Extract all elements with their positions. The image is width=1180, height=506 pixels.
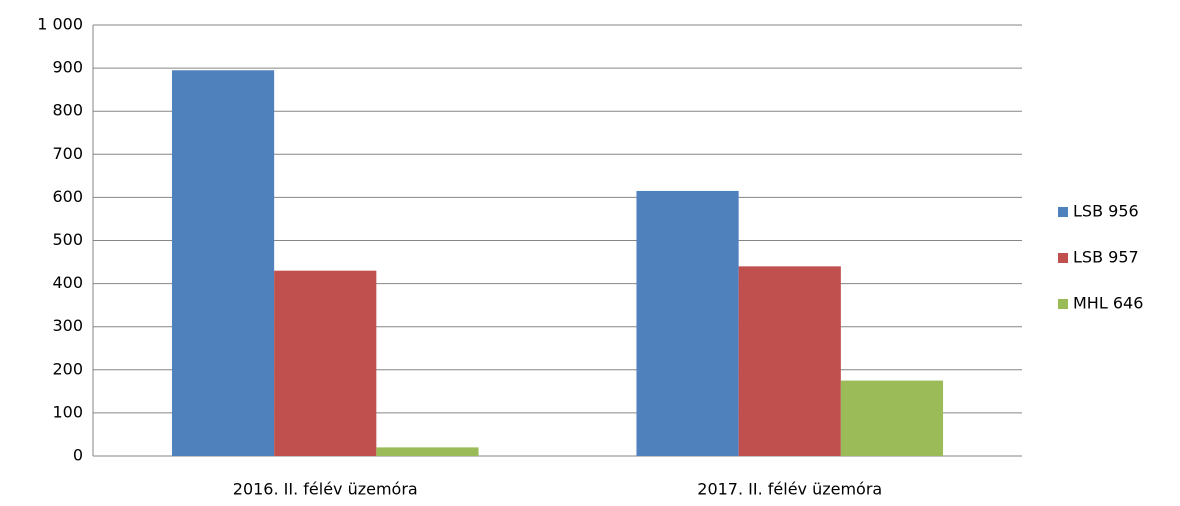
bar <box>636 190 739 456</box>
bar <box>171 70 275 456</box>
bar <box>274 270 377 456</box>
y-tick-label: 100 <box>52 402 83 421</box>
y-tick-label: 400 <box>52 273 83 292</box>
y-tick-label: 1 000 <box>37 15 83 34</box>
y-tick-label: 300 <box>52 316 83 335</box>
legend-label: MHL 646 <box>1073 294 1143 313</box>
bar <box>376 447 479 456</box>
y-tick-label: 200 <box>52 359 83 378</box>
y-tick-label: 500 <box>52 230 83 249</box>
y-tick-label: 800 <box>52 101 83 120</box>
legend-swatch <box>1058 207 1068 217</box>
bar <box>840 380 944 456</box>
y-tick-label: 600 <box>52 187 83 206</box>
y-tick-label: 900 <box>52 58 83 77</box>
y-tick-label: 700 <box>52 144 83 163</box>
legend-label: LSB 957 <box>1073 248 1139 267</box>
legend-swatch <box>1058 253 1068 263</box>
x-tick-label: 2017. II. félév üzemóra <box>697 480 882 499</box>
y-tick-label: 0 <box>73 446 83 465</box>
x-tick-label: 2016. II. félév üzemóra <box>233 480 418 499</box>
bar <box>738 266 841 456</box>
legend-swatch <box>1058 299 1068 309</box>
legend-label: LSB 956 <box>1073 202 1139 221</box>
